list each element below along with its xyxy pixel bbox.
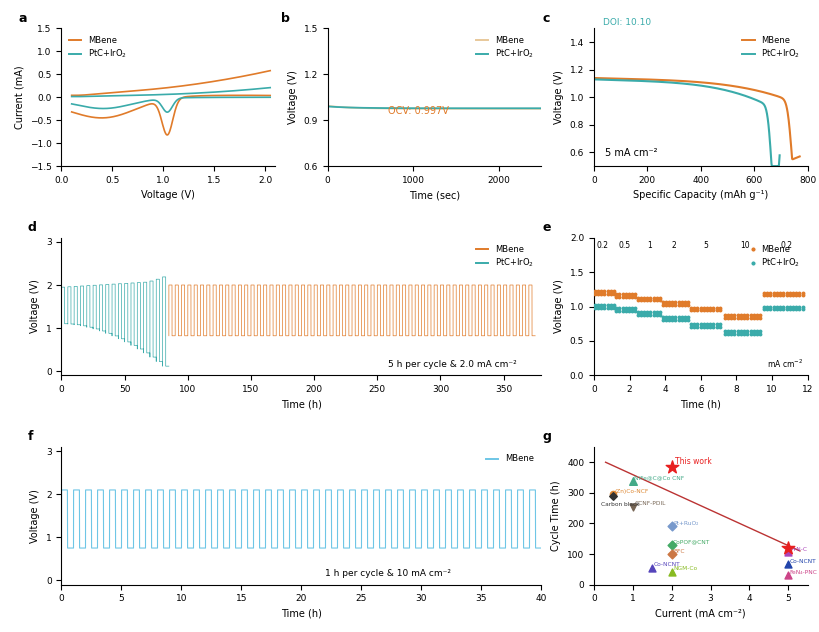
Y-axis label: Voltage (V): Voltage (V) (554, 279, 563, 334)
Text: 5 h per cycle & 2.0 mA cm⁻²: 5 h per cycle & 2.0 mA cm⁻² (387, 360, 516, 369)
Point (664, 462, 677, 472)
Point (606, 489, 619, 499)
Point (626, 502, 639, 512)
X-axis label: Current (mA cm⁻²): Current (mA cm⁻²) (654, 609, 745, 619)
Text: OCV: 0.997V: OCV: 0.997V (387, 106, 448, 116)
Text: DOI: 10.10: DOI: 10.10 (602, 18, 650, 27)
Point (626, 475, 639, 485)
Text: 0.5: 0.5 (618, 241, 630, 250)
Text: a: a (19, 11, 27, 25)
Text: (Zn)Co-NCF: (Zn)Co-NCF (614, 489, 648, 494)
Point (645, 562, 658, 573)
Text: 5: 5 (703, 241, 708, 250)
Legend: MBene: MBene (482, 451, 536, 467)
Y-axis label: Cycle Time (h): Cycle Time (h) (550, 480, 561, 551)
Text: Pt+RuO₂: Pt+RuO₂ (672, 521, 698, 526)
Point (781, 547, 794, 557)
Text: 1 h per cycle & 10 mA cm⁻²: 1 h per cycle & 10 mA cm⁻² (325, 569, 451, 578)
Text: g: g (542, 430, 551, 443)
Text: b: b (280, 11, 289, 25)
X-axis label: Time (h): Time (h) (680, 399, 721, 410)
X-axis label: Time (h): Time (h) (281, 399, 322, 410)
Legend: MBene, PtC+IrO$_2$: MBene, PtC+IrO$_2$ (738, 33, 803, 63)
Legend: MBene, PtC+IrO$_2$: MBene, PtC+IrO$_2$ (472, 33, 536, 63)
Point (781, 543, 794, 553)
Text: M-N-C: M-N-C (789, 547, 807, 552)
Text: CoPOF@CNT: CoPOF@CNT (672, 540, 709, 545)
Text: NGM-Co: NGM-Co (672, 566, 696, 571)
Text: BFC: BFC (672, 549, 684, 554)
Text: 5 mA cm⁻²: 5 mA cm⁻² (604, 149, 656, 159)
Point (664, 521, 677, 532)
Text: CCNF-PDIL: CCNF-PDIL (633, 501, 665, 506)
Text: 0.2: 0.2 (780, 241, 791, 250)
Text: e: e (542, 221, 550, 234)
Text: NiFe@C@Co CNF: NiFe@C@Co CNF (633, 475, 684, 480)
Y-axis label: Current (mA): Current (mA) (14, 66, 25, 129)
Legend: MBene, PtC+IrO$_2$: MBene, PtC+IrO$_2$ (746, 242, 803, 272)
Point (781, 559, 794, 569)
X-axis label: Voltage (V): Voltage (V) (142, 190, 195, 200)
X-axis label: Specific Capacity (mAh g⁻¹): Specific Capacity (mAh g⁻¹) (632, 190, 767, 200)
Point (664, 549, 677, 559)
X-axis label: Time (sec): Time (sec) (409, 190, 459, 200)
Text: 1: 1 (646, 241, 651, 250)
Text: Co-NCNT: Co-NCNT (789, 559, 815, 564)
Y-axis label: Voltage (V): Voltage (V) (30, 279, 40, 334)
Legend: MBene, PtC+IrO$_2$: MBene, PtC+IrO$_2$ (66, 33, 130, 63)
Point (664, 540, 677, 550)
Text: 0.2: 0.2 (596, 241, 608, 250)
Legend: MBene, PtC+IrO$_2$: MBene, PtC+IrO$_2$ (472, 242, 536, 272)
Text: Carbon black: Carbon black (600, 502, 639, 507)
Y-axis label: Voltage (V): Voltage (V) (30, 489, 40, 543)
Y-axis label: Voltage (V): Voltage (V) (287, 70, 297, 125)
Y-axis label: Voltage (V): Voltage (V) (554, 70, 563, 125)
Point (606, 491, 619, 501)
Text: d: d (28, 221, 37, 234)
Text: c: c (542, 11, 550, 25)
X-axis label: Time (h): Time (h) (281, 609, 322, 619)
Text: f: f (28, 430, 34, 443)
Text: mA cm$^{-2}$: mA cm$^{-2}$ (767, 358, 803, 370)
Text: Co-NCNT: Co-NCNT (653, 562, 680, 568)
Text: FeN₄-PNC: FeN₄-PNC (789, 570, 817, 575)
Point (664, 567, 677, 577)
Point (781, 570, 794, 580)
Text: 2: 2 (671, 241, 676, 250)
Text: This work: This work (674, 458, 711, 466)
Text: 10: 10 (740, 241, 749, 250)
